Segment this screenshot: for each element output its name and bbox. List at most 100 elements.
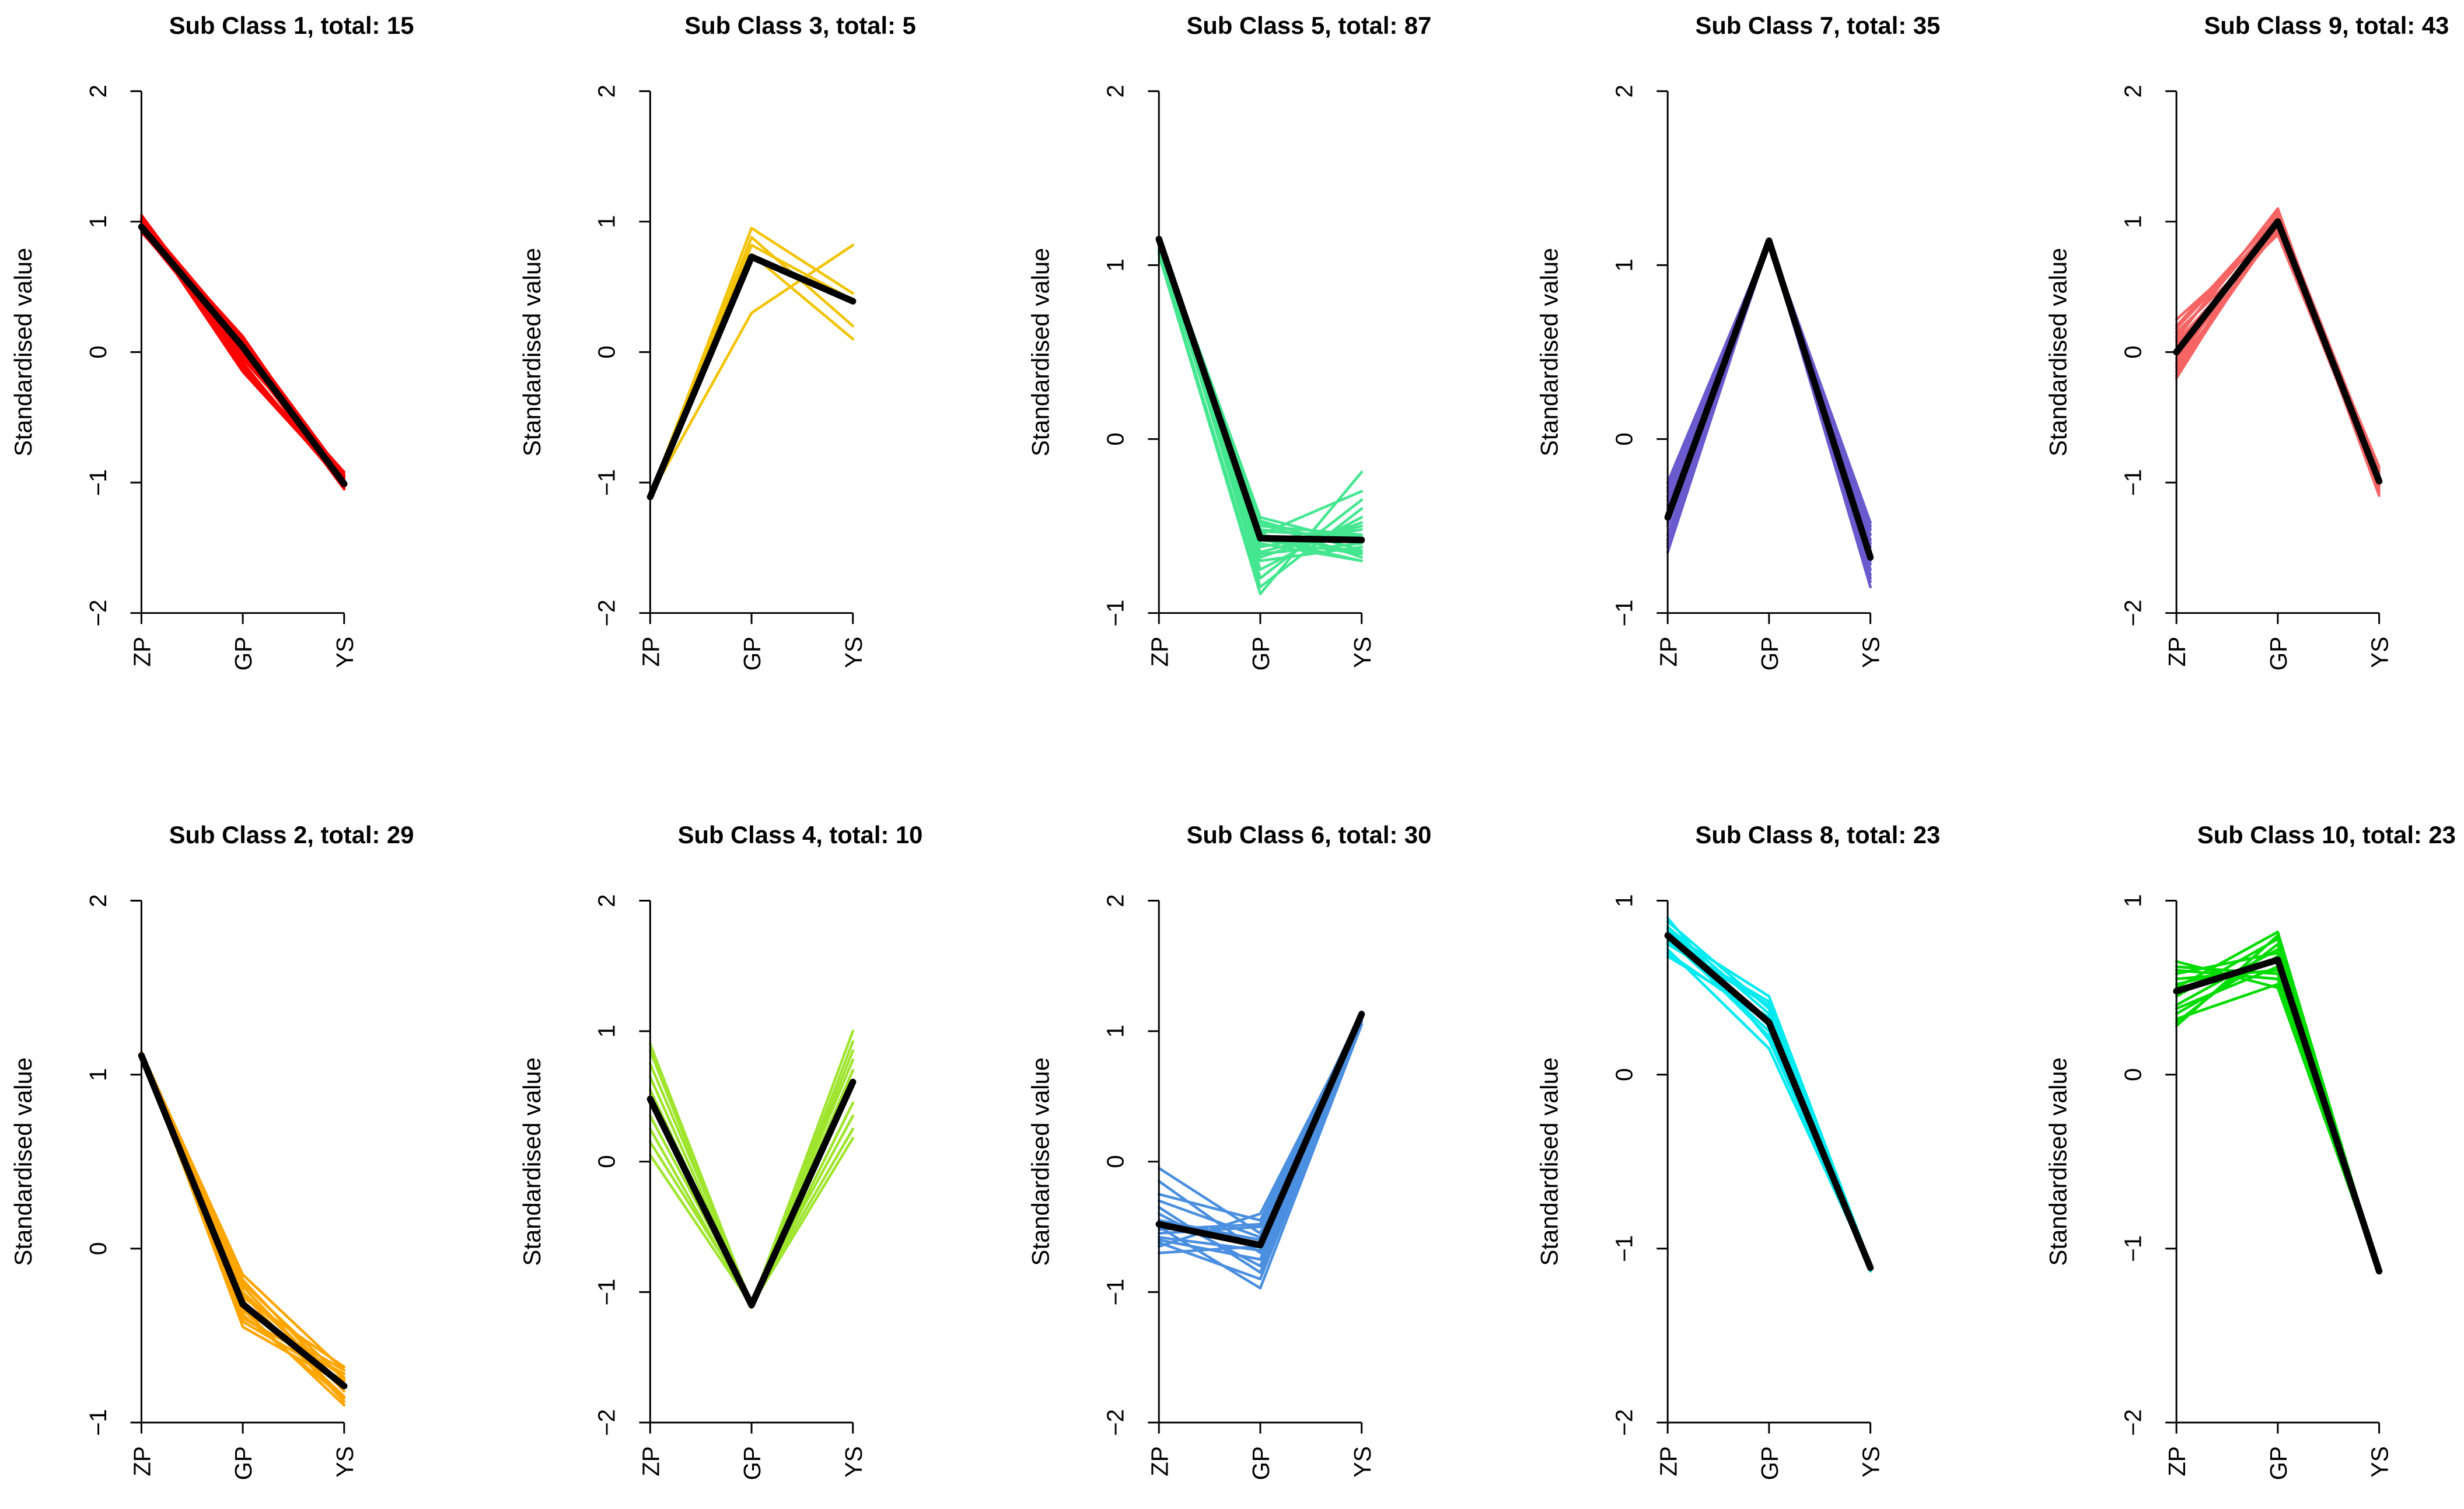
y-tick-label: −1 bbox=[1102, 1279, 1129, 1305]
y-axis-label: Standardised value bbox=[9, 1057, 37, 1266]
y-tick-label: 1 bbox=[593, 215, 620, 228]
profile-lines bbox=[649, 1029, 855, 1309]
x-tick-label: GP bbox=[230, 1446, 257, 1480]
profile-line bbox=[1666, 241, 1872, 563]
y-tick-label: −1 bbox=[85, 1409, 111, 1436]
profile-lines bbox=[649, 226, 855, 500]
centroid-line bbox=[1664, 237, 1874, 561]
panel-sub-class-1: Sub Class 1, total: 15 Standardised value… bbox=[9, 12, 414, 670]
profile-line bbox=[2175, 226, 2381, 471]
profile-line bbox=[649, 226, 855, 497]
profile-line bbox=[2175, 223, 2381, 469]
panel-sub-class-5: Sub Class 5, total: 87 Standardised value… bbox=[1027, 12, 1432, 670]
profile-line bbox=[2175, 965, 2381, 1271]
y-axis-label: Standardised value bbox=[2044, 1057, 2072, 1266]
panel-title: Sub Class 5, total: 87 bbox=[1187, 12, 1432, 39]
profile-line bbox=[1157, 241, 1363, 563]
profile-line bbox=[1157, 252, 1363, 589]
profile-line bbox=[1157, 237, 1363, 538]
profile-line bbox=[2175, 212, 2381, 473]
profile-line bbox=[1666, 237, 1872, 549]
profile-line bbox=[2175, 983, 2381, 1274]
profile-line bbox=[2175, 969, 2381, 1274]
y-tick-label: −1 bbox=[593, 469, 620, 496]
y-tick-label: −2 bbox=[2120, 600, 2147, 627]
y-tick-label: −1 bbox=[2120, 469, 2147, 496]
profile-line bbox=[1157, 1017, 1363, 1252]
x-tick-label: GP bbox=[1247, 1446, 1274, 1480]
x-tick-label: YS bbox=[2367, 637, 2393, 668]
y-axis-label: Standardised value bbox=[1027, 1057, 1054, 1266]
y-tick-label: −2 bbox=[85, 600, 111, 627]
panel-sub-class-3: Sub Class 3, total: 5 Standardised value −… bbox=[518, 12, 916, 670]
y-tick-label: −2 bbox=[593, 600, 620, 627]
y-tick-label: 0 bbox=[1611, 432, 1638, 445]
profile-line bbox=[2175, 215, 2381, 476]
profile-line bbox=[1666, 934, 1872, 1267]
y-axis-label: Standardised value bbox=[1027, 248, 1054, 456]
profile-line bbox=[1157, 246, 1363, 554]
y-tick-label: −2 bbox=[1611, 1409, 1638, 1436]
panel-sub-class-4: Sub Class 4, total: 10 Standardised value… bbox=[518, 821, 923, 1480]
y-tick-label: 2 bbox=[85, 85, 111, 97]
profile-lines bbox=[2175, 207, 2381, 497]
x-tick-label: YS bbox=[840, 1446, 867, 1477]
centroid-line bbox=[2173, 218, 2383, 485]
x-tick-label: ZP bbox=[1655, 1446, 1682, 1476]
profile-line bbox=[1157, 241, 1363, 536]
profile-line bbox=[649, 236, 855, 500]
y-tick-label: 2 bbox=[2120, 85, 2147, 97]
y-tick-label: 2 bbox=[85, 894, 111, 907]
x-tick-label: YS bbox=[1858, 637, 1885, 668]
profile-line bbox=[649, 243, 855, 495]
y-tick-label: 0 bbox=[593, 1155, 620, 1168]
profile-line bbox=[140, 1054, 346, 1382]
profile-line bbox=[1666, 941, 1872, 1269]
profile-line bbox=[1666, 917, 1872, 1267]
profile-lines bbox=[1666, 917, 1872, 1273]
profile-line bbox=[1666, 930, 1872, 1266]
profile-line bbox=[1666, 942, 1872, 1267]
centroid-line bbox=[138, 1052, 348, 1389]
y-axis-label: Standardised value bbox=[1536, 1057, 1563, 1266]
panel-sub-class-8: Sub Class 8, total: 23 Standardised value… bbox=[1536, 821, 1941, 1480]
profile-line bbox=[1157, 237, 1363, 549]
panel-title: Sub Class 1, total: 15 bbox=[169, 12, 414, 39]
profile-line bbox=[1157, 1021, 1363, 1281]
y-tick-label: −1 bbox=[1102, 600, 1129, 627]
profile-line bbox=[1157, 1010, 1363, 1235]
x-tick-label: GP bbox=[2265, 1446, 2292, 1480]
profile-line bbox=[2175, 955, 2381, 1273]
x-tick-label: ZP bbox=[128, 1446, 155, 1476]
profile-line bbox=[2175, 969, 2381, 1271]
x-tick-label: ZP bbox=[1146, 1446, 1173, 1476]
profile-line bbox=[1666, 237, 1872, 549]
x-tick-label: ZP bbox=[1655, 637, 1682, 667]
y-tick-label: 0 bbox=[85, 345, 111, 358]
x-tick-label: YS bbox=[1349, 1446, 1376, 1477]
x-tick-label: ZP bbox=[2164, 1446, 2190, 1476]
profile-lines bbox=[1666, 237, 1872, 589]
profile-line bbox=[2175, 209, 2381, 481]
profile-line bbox=[140, 1050, 346, 1386]
profile-line bbox=[1666, 937, 1872, 1273]
profile-line bbox=[140, 1054, 346, 1389]
x-tick-label: YS bbox=[1858, 1446, 1885, 1477]
profile-line bbox=[1157, 1012, 1363, 1242]
y-tick-label: −2 bbox=[1102, 1409, 1129, 1436]
panel-sub-class-10: Sub Class 10, total: 23 Standardised valu… bbox=[2044, 821, 2456, 1480]
panel-title: Sub Class 8, total: 23 bbox=[1696, 821, 1941, 848]
profile-line bbox=[2175, 216, 2381, 483]
centroid-line bbox=[2173, 956, 2383, 1275]
y-tick-label: −2 bbox=[593, 1409, 620, 1436]
panel-sub-class-6: Sub Class 6, total: 30 Standardised value… bbox=[1027, 821, 1432, 1480]
x-tick-label: YS bbox=[2367, 1446, 2393, 1477]
panel-title: Sub Class 6, total: 30 bbox=[1187, 821, 1432, 848]
x-tick-label: ZP bbox=[637, 1446, 664, 1476]
profile-line bbox=[2175, 942, 2381, 1271]
profile-line bbox=[2175, 221, 2381, 479]
x-tick-label: GP bbox=[230, 637, 257, 670]
centroid-line bbox=[646, 1078, 857, 1309]
x-tick-label: ZP bbox=[128, 637, 155, 667]
y-tick-label: 1 bbox=[2120, 894, 2147, 907]
